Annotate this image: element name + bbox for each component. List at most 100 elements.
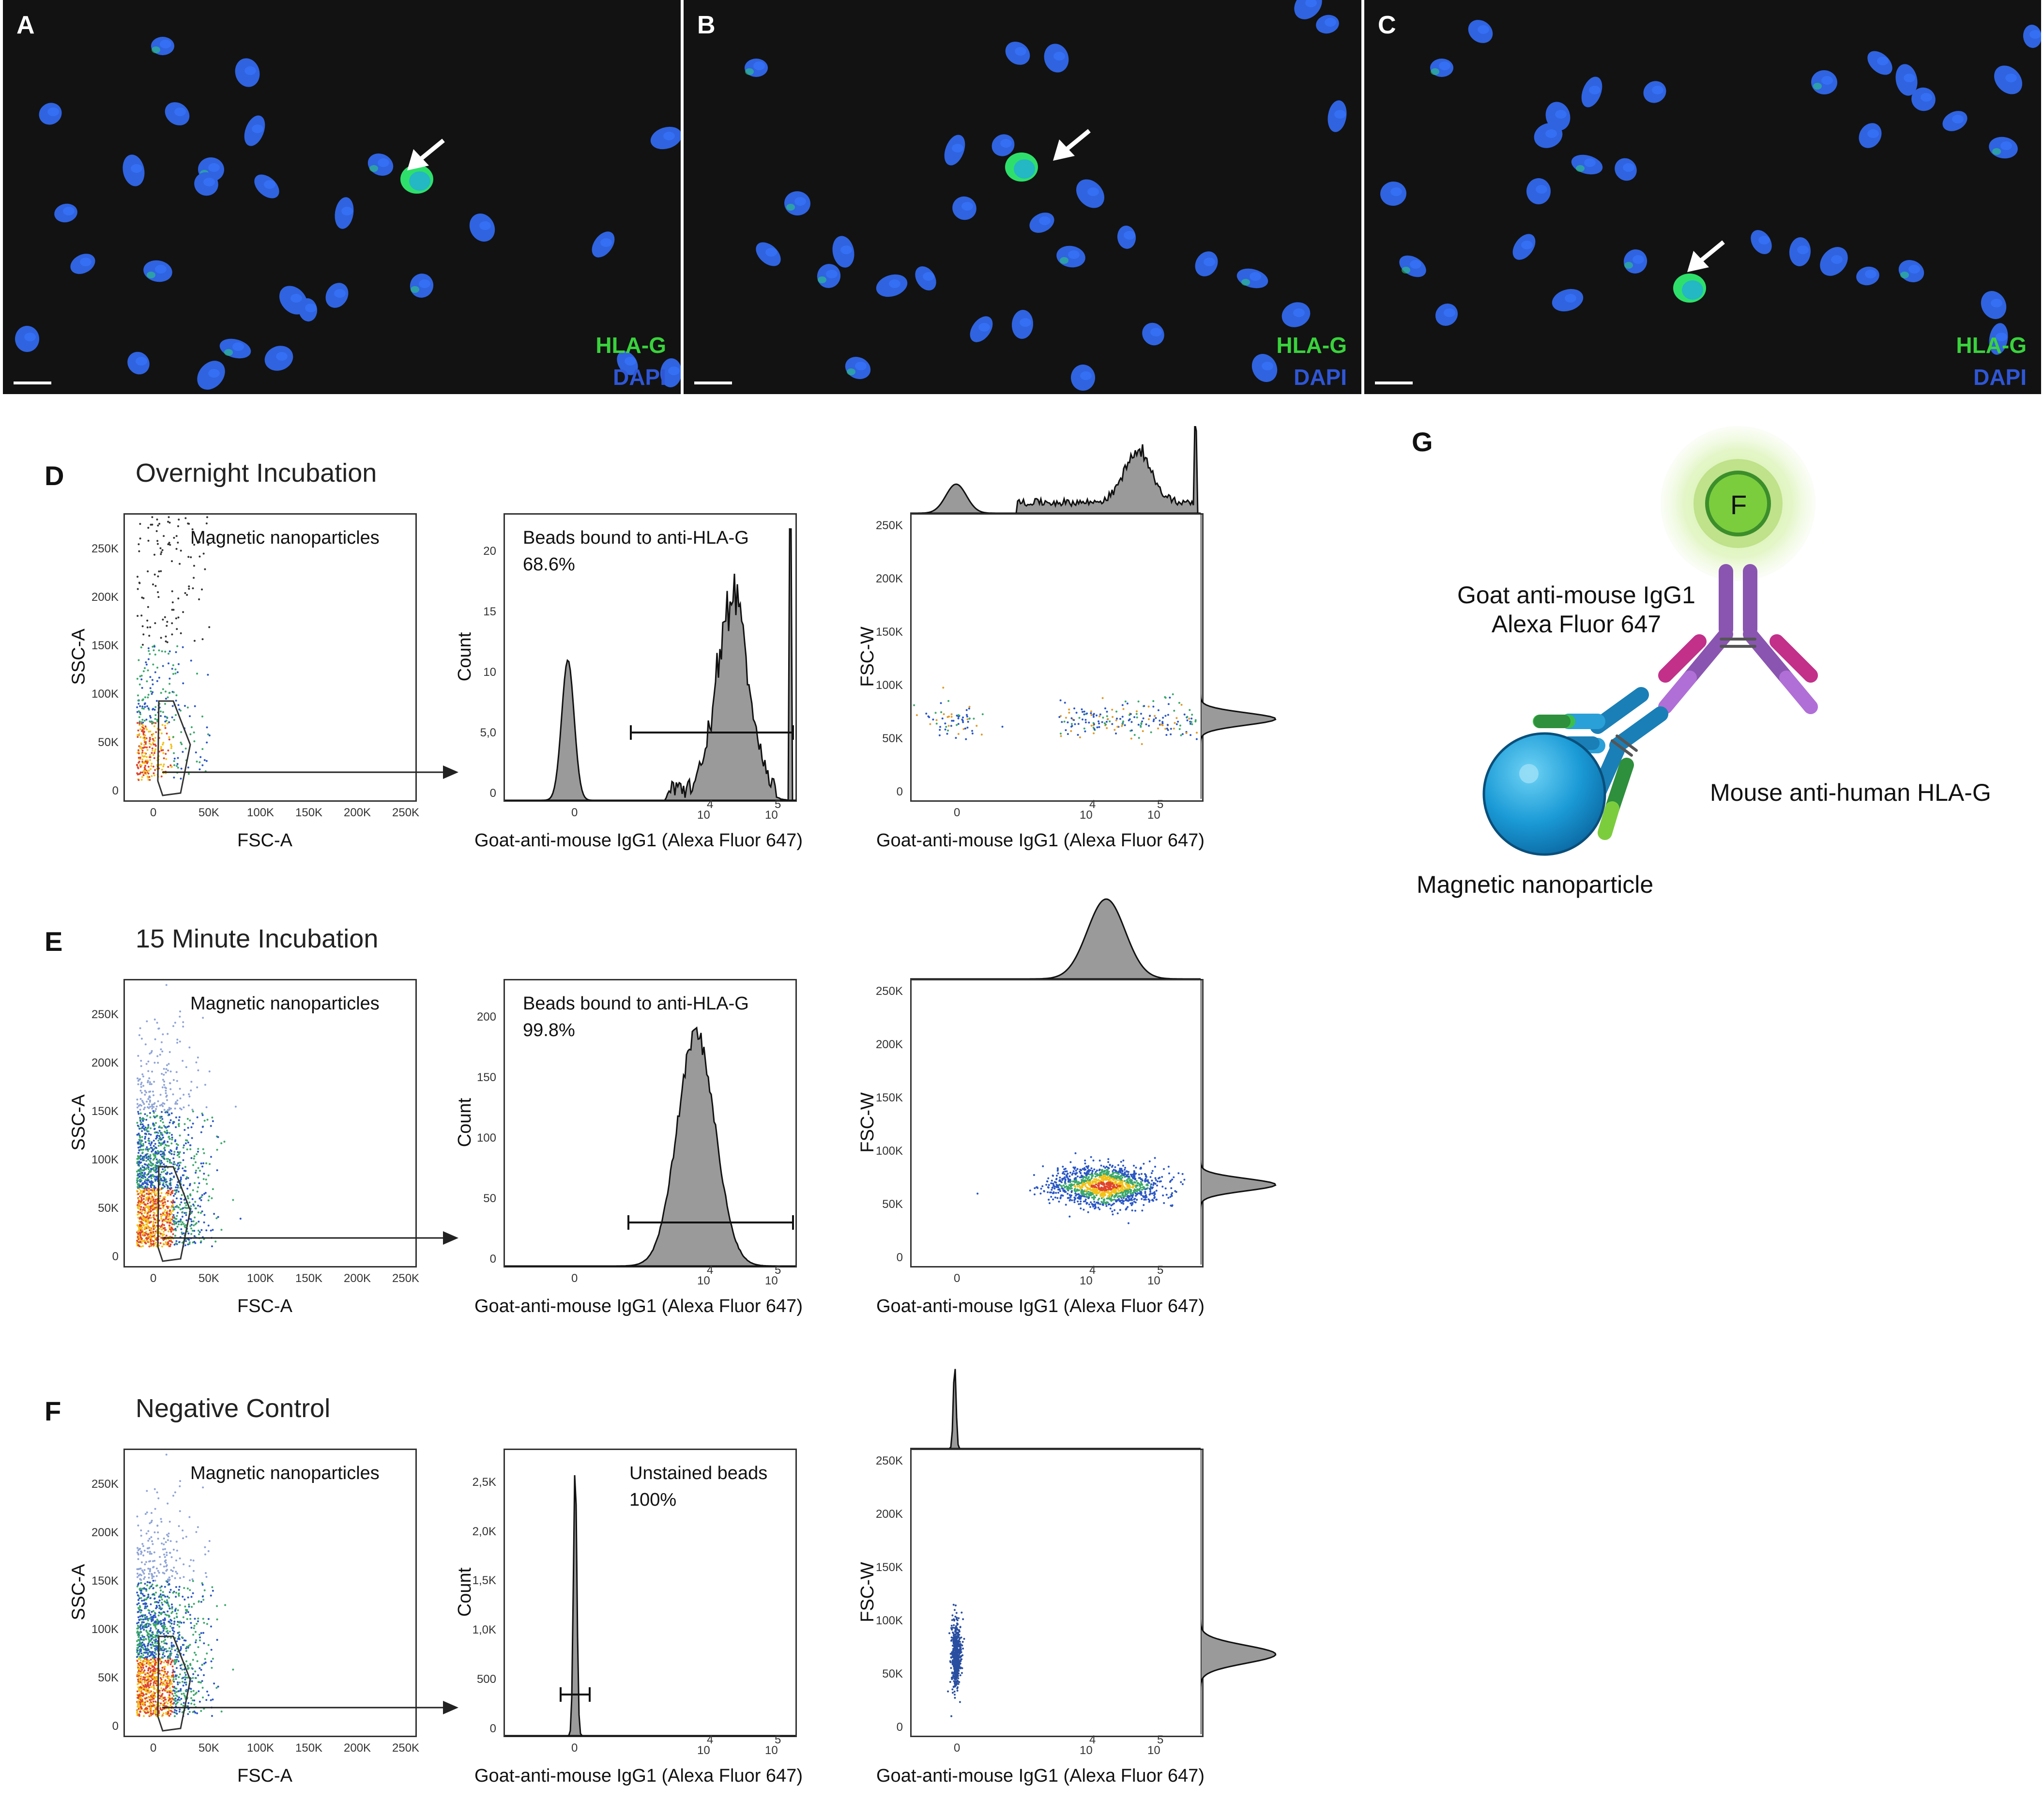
event-point xyxy=(1121,722,1124,725)
event-point xyxy=(181,743,183,746)
event-point xyxy=(184,1142,187,1145)
event-point xyxy=(913,704,915,706)
nucleus xyxy=(1327,100,1347,132)
event-point xyxy=(1070,1187,1073,1190)
event-point xyxy=(144,1209,146,1211)
event-point xyxy=(210,1594,212,1597)
event-point xyxy=(205,760,208,762)
event-point xyxy=(139,1201,142,1203)
histogram-gate-label: Beads bound to anti-HLA-G xyxy=(523,528,749,548)
event-point xyxy=(196,1660,198,1663)
top-marginal-histogram xyxy=(910,898,1201,979)
event-point xyxy=(156,1584,158,1587)
event-point xyxy=(177,1211,179,1214)
event-point xyxy=(155,1108,157,1110)
event-point xyxy=(175,1240,178,1242)
event-point xyxy=(175,1586,177,1588)
event-point xyxy=(191,1108,194,1111)
nucleus xyxy=(1056,245,1085,268)
event-point xyxy=(142,1148,145,1151)
event-point xyxy=(957,733,960,735)
event-point xyxy=(162,743,164,746)
event-point xyxy=(1067,1173,1069,1175)
event-point xyxy=(1075,712,1078,714)
event-point xyxy=(140,1145,143,1147)
event-point xyxy=(153,1211,155,1214)
event-point xyxy=(1106,1169,1109,1171)
event-point xyxy=(188,1565,191,1567)
event-point xyxy=(148,1168,150,1170)
event-point xyxy=(1144,1173,1146,1176)
event-point xyxy=(161,1603,164,1606)
event-point xyxy=(139,537,141,540)
event-point xyxy=(139,1203,141,1206)
event-point xyxy=(165,640,167,642)
event-point xyxy=(1186,719,1189,721)
event-point xyxy=(145,1638,147,1640)
event-point xyxy=(1139,1167,1142,1170)
event-point xyxy=(1148,725,1150,727)
x-axis-label: Goat-anti-mouse IgG1 (Alexa Fluor 647) xyxy=(474,1296,803,1316)
event-point xyxy=(155,1634,158,1637)
event-point xyxy=(1183,1178,1186,1181)
event-point xyxy=(148,1096,151,1099)
event-point xyxy=(149,1161,152,1163)
event-point xyxy=(140,1221,142,1223)
event-point xyxy=(140,1553,142,1555)
event-point xyxy=(202,1162,205,1164)
event-point xyxy=(1063,1184,1065,1187)
event-point xyxy=(1112,1176,1114,1178)
event-point xyxy=(163,1633,165,1635)
event-point xyxy=(142,755,145,758)
event-point xyxy=(141,1686,144,1689)
event-point xyxy=(156,667,159,669)
event-point xyxy=(205,1178,207,1181)
event-point xyxy=(161,1132,163,1134)
event-point xyxy=(1085,1203,1088,1205)
event-point xyxy=(164,1178,166,1181)
event-point xyxy=(141,1073,144,1075)
event-point xyxy=(171,1223,174,1225)
event-point xyxy=(190,1227,193,1230)
event-point xyxy=(160,553,162,555)
y-tick-label: 100K xyxy=(875,1145,903,1158)
histogram-gate-percent: 68.6% xyxy=(523,554,575,575)
event-point xyxy=(137,1621,140,1624)
event-point xyxy=(1166,724,1169,726)
event-point xyxy=(1136,1188,1138,1191)
legend-hla-g-b: HLA-G xyxy=(1276,333,1347,358)
event-point xyxy=(137,1174,139,1176)
event-point xyxy=(141,1151,144,1154)
nucleus xyxy=(298,298,318,321)
event-point xyxy=(147,1691,149,1694)
event-point xyxy=(190,1081,193,1083)
event-point xyxy=(165,1453,168,1456)
event-point xyxy=(164,650,167,653)
event-point xyxy=(176,1038,179,1041)
event-point xyxy=(148,1637,150,1640)
event-point xyxy=(169,1183,171,1185)
event-point xyxy=(142,1174,145,1176)
event-point xyxy=(139,1681,141,1683)
event-point xyxy=(1115,1177,1118,1179)
event-point xyxy=(151,1107,153,1110)
event-point xyxy=(142,1678,144,1680)
event-point xyxy=(136,1640,138,1642)
event-point xyxy=(149,1551,151,1553)
event-point xyxy=(1058,716,1061,718)
event-point xyxy=(1128,1177,1130,1179)
event-point xyxy=(1081,1186,1083,1189)
event-point xyxy=(158,1669,161,1672)
event-point xyxy=(950,713,953,716)
event-point xyxy=(966,718,969,720)
event-point xyxy=(173,1623,175,1625)
event-point xyxy=(152,1225,154,1227)
event-point xyxy=(160,1702,162,1705)
event-point xyxy=(951,719,953,722)
event-point xyxy=(956,724,958,726)
event-point xyxy=(1171,1205,1173,1207)
event-point xyxy=(176,628,178,630)
event-point xyxy=(1122,708,1125,710)
event-point xyxy=(200,1240,202,1243)
event-point xyxy=(1154,1177,1157,1179)
